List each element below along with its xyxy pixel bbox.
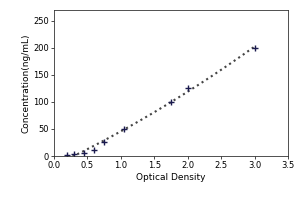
X-axis label: Optical Density: Optical Density bbox=[136, 173, 206, 182]
Y-axis label: Concentration(ng/mL): Concentration(ng/mL) bbox=[22, 33, 31, 133]
